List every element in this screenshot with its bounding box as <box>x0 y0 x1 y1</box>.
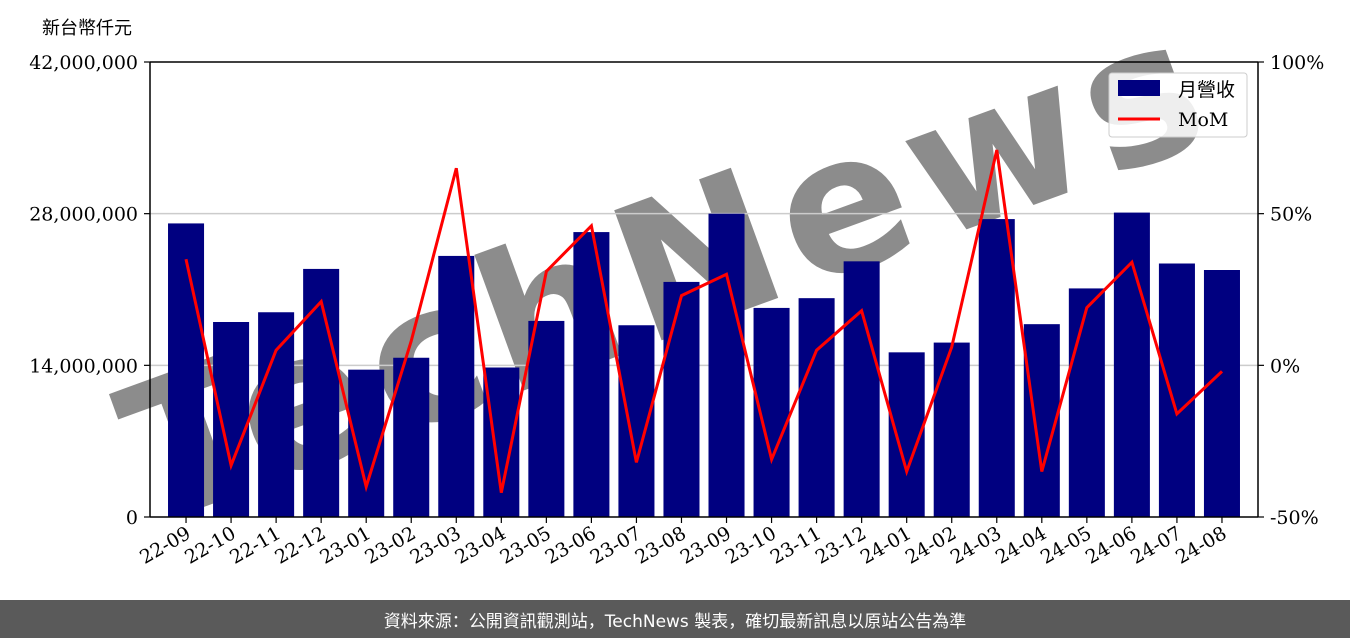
mom-line <box>184 149 1224 493</box>
line-series <box>184 149 1224 493</box>
x-tick-label: 23-11 <box>767 522 825 568</box>
bar-22-12 <box>303 268 340 517</box>
x-tick-label: 24-02 <box>902 522 960 568</box>
x-tick-label: 23-05 <box>496 522 554 568</box>
bar-23-05 <box>528 320 565 517</box>
x-tick-label: 23-06 <box>541 522 599 568</box>
legend-label-line: MoM <box>1178 109 1228 131</box>
x-tick-label: 23-09 <box>677 522 735 568</box>
legend: 月營收 MoM <box>1108 72 1248 138</box>
x-tick-label: 24-04 <box>992 522 1050 568</box>
x-tick-label: 23-03 <box>406 522 464 568</box>
x-tick-label: 24-07 <box>1127 522 1185 568</box>
legend-label-bar: 月營收 <box>1178 79 1235 101</box>
bar-24-07 <box>1158 263 1195 517</box>
bar-24-04 <box>1023 324 1060 517</box>
legend-swatch-bar <box>1118 80 1160 96</box>
y-right-tick-label: 50% <box>1270 204 1312 226</box>
x-tick-label: 22-12 <box>271 522 329 568</box>
bar-24-05 <box>1068 288 1105 517</box>
bar-23-04 <box>483 367 520 517</box>
y-left-tick-label: 14,000,000 <box>29 355 138 377</box>
bar-23-11 <box>798 298 835 517</box>
x-tick-label: 23-12 <box>812 522 870 568</box>
x-tick-label: 23-08 <box>632 522 690 568</box>
bar-24-06 <box>1113 212 1150 518</box>
y-right-tick-label: -50% <box>1270 507 1319 529</box>
axes: 0 14,000,000 28,000,000 42,000,000 -50% 0% 50%… <box>29 52 1324 569</box>
bar-series <box>168 212 1240 518</box>
x-tick-label: 23-01 <box>316 522 374 568</box>
y-right-tick-label: 0% <box>1270 355 1300 377</box>
revenue-chart: TechNews 014,000,00028,000,00042,000,000… <box>29 0 1324 569</box>
x-tick-label: 23-02 <box>361 522 419 568</box>
y-left-tick-label: 28,000,000 <box>29 204 138 226</box>
bar-24-02 <box>933 342 970 517</box>
x-tick-label: 23-10 <box>722 522 780 568</box>
x-tick-label: 24-08 <box>1172 522 1230 568</box>
y-axis-unit-label: 新台幣仟元 <box>42 18 132 39</box>
x-tick-label: 24-05 <box>1037 522 1095 568</box>
bar-24-08 <box>1203 270 1240 517</box>
source-footer: 資料來源：公開資訊觀測站，TechNews 製表，確切最新訊息以原站公告為準 <box>0 600 1350 638</box>
y-left-tick-label: 42,000,000 <box>29 52 138 74</box>
x-tick-label: 24-06 <box>1082 522 1140 568</box>
bar-23-12 <box>843 261 880 517</box>
x-tick-label: 24-01 <box>857 522 915 568</box>
bar-22-11 <box>258 312 295 517</box>
x-tick-label: 24-03 <box>947 522 1005 568</box>
x-tick-label: 23-07 <box>586 522 644 568</box>
bar-24-03 <box>978 219 1015 518</box>
bar-23-06 <box>573 232 610 518</box>
y-right-tick-label: 100% <box>1270 52 1324 74</box>
bar-23-03 <box>438 255 475 517</box>
bar-22-09 <box>168 223 205 517</box>
bar-22-10 <box>213 322 250 517</box>
bar-23-09 <box>708 213 745 517</box>
bar-23-08 <box>663 281 700 517</box>
x-tick-label: 23-04 <box>451 522 509 568</box>
y-left-tick-label: 0 <box>126 507 138 529</box>
